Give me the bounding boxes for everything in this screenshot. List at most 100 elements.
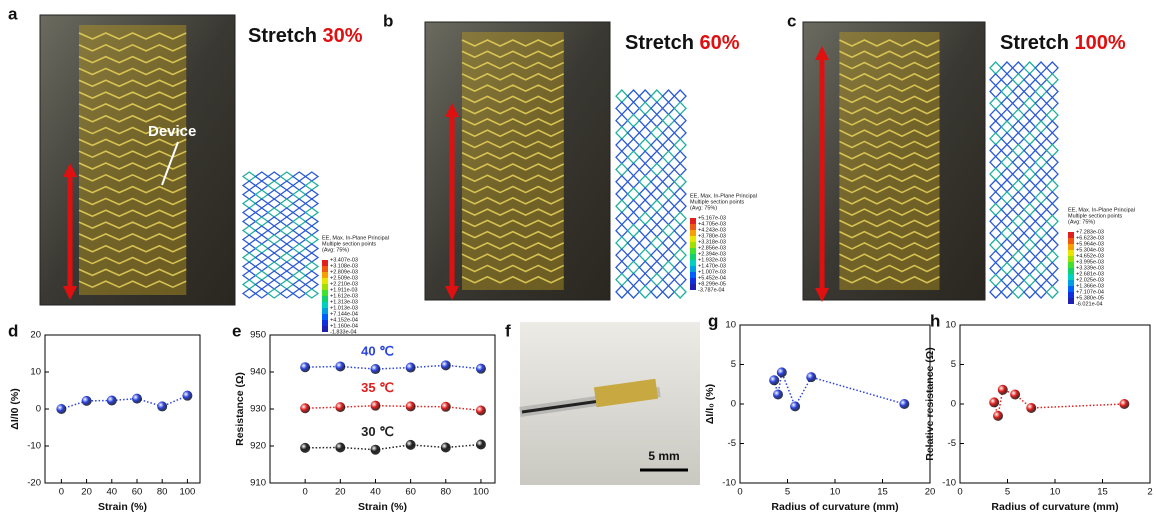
mesh-cell: [651, 151, 663, 163]
mesh-cell: [616, 188, 628, 200]
mesh-cell: [663, 163, 675, 175]
colorbar-swatch: [1068, 262, 1074, 268]
mesh-cell: [639, 176, 651, 188]
y-tick-label: 950: [250, 330, 266, 341]
title-prefix: Stretch: [248, 25, 322, 47]
mesh-cell: [281, 289, 294, 298]
mesh-cell: [1024, 133, 1035, 145]
mesh-cell: [306, 253, 319, 262]
colorbar-swatch: [1068, 298, 1074, 304]
mesh-cell: [1013, 156, 1024, 168]
mesh-cell: [651, 261, 663, 273]
mesh-cell: [1013, 86, 1024, 98]
mesh-cell: [1047, 109, 1058, 121]
mesh-cell: [268, 262, 281, 271]
mesh-cell: [1047, 274, 1058, 286]
mesh-cell: [639, 102, 651, 114]
mesh-cell: [1024, 86, 1035, 98]
legend-value: -3.787e-04: [698, 287, 725, 293]
colorbar-swatch: [322, 308, 328, 314]
mesh-cell: [293, 208, 306, 217]
x-tick-label: 10: [1050, 487, 1061, 498]
x-tick-label: 2: [1147, 487, 1152, 498]
mesh-cell: [1035, 121, 1046, 133]
mesh-cell: [281, 262, 294, 271]
data-point: [441, 402, 451, 412]
mesh-cell: [1024, 251, 1035, 263]
x-tick-label: 0: [59, 487, 64, 498]
mesh-cell: [281, 172, 294, 181]
mesh-cell: [639, 90, 651, 102]
device-film: [462, 32, 564, 290]
mesh-cell: [651, 225, 663, 237]
mesh-cell: [256, 280, 269, 289]
legend-value: -6.021e-04: [1076, 301, 1103, 307]
series-line: [61, 396, 187, 409]
mesh-cell: [243, 235, 256, 244]
mesh-cell: [1001, 109, 1012, 121]
mesh-cell: [243, 208, 256, 217]
y-tick-label: 0: [731, 399, 736, 410]
mesh-cell: [1013, 109, 1024, 121]
mesh-cell: [1047, 215, 1058, 227]
mesh-cell: [281, 199, 294, 208]
mesh-cell: [674, 261, 686, 273]
mesh-cell: [1047, 62, 1058, 74]
colorbar-swatch: [690, 254, 696, 260]
mesh-cell: [639, 163, 651, 175]
mesh-cell: [1035, 180, 1046, 192]
colorbar-swatch: [322, 278, 328, 284]
mesh-cell: [628, 139, 640, 151]
mesh-cell: [990, 109, 1001, 121]
mesh-cell: [1024, 239, 1035, 251]
colorbar-swatch: [322, 320, 328, 326]
mesh-cell: [628, 237, 640, 249]
panel-label: f: [505, 321, 511, 340]
data-point: [441, 360, 451, 370]
legend-header: (Avg: 75%): [1068, 219, 1095, 225]
mesh-cell: [663, 127, 675, 139]
mesh-cell: [616, 139, 628, 151]
x-tick-label: 15: [1097, 487, 1108, 498]
mesh-cell: [1024, 74, 1035, 86]
mesh-cell: [1001, 133, 1012, 145]
mesh-cell: [281, 226, 294, 235]
title-value: 100%: [1074, 32, 1125, 54]
mesh-cell: [616, 225, 628, 237]
colorbar-swatch: [1068, 280, 1074, 286]
mesh-cell: [639, 188, 651, 200]
mesh-cell: [268, 190, 281, 199]
mesh-cell: [628, 163, 640, 175]
mesh-cell: [651, 212, 663, 224]
mesh-cell: [628, 249, 640, 261]
mesh-cell: [306, 289, 319, 298]
mesh-cell: [306, 226, 319, 235]
mesh-cell: [1047, 263, 1058, 275]
mesh-cell: [268, 217, 281, 226]
figure: aStretch 30%DeviceEE, Max. In-Plane Prin…: [0, 0, 1156, 515]
data-point: [476, 440, 486, 450]
colorbar-swatch: [690, 278, 696, 284]
colorbar-swatch: [690, 218, 696, 224]
mesh-cell: [243, 271, 256, 280]
mesh-cell: [268, 181, 281, 190]
data-point: [406, 401, 416, 411]
colorbar-swatch: [690, 224, 696, 230]
panel-label: e: [232, 321, 241, 340]
x-tick-label: 100: [179, 487, 195, 498]
mesh-cell: [1024, 263, 1035, 275]
mesh-cell: [243, 217, 256, 226]
mesh-cell: [243, 172, 256, 181]
data-point: [790, 401, 800, 411]
mesh-cell: [616, 163, 628, 175]
mesh-cell: [256, 181, 269, 190]
mesh-cell: [663, 286, 675, 298]
x-axis-label: Radius of curvature (mm): [771, 501, 898, 513]
mesh-cell: [1047, 251, 1058, 263]
data-point: [300, 403, 310, 413]
mesh-cell: [1035, 251, 1046, 263]
mesh-cell: [1035, 62, 1046, 74]
mesh-cell: [616, 261, 628, 273]
mesh-cell: [306, 208, 319, 217]
mesh-cell: [651, 163, 663, 175]
